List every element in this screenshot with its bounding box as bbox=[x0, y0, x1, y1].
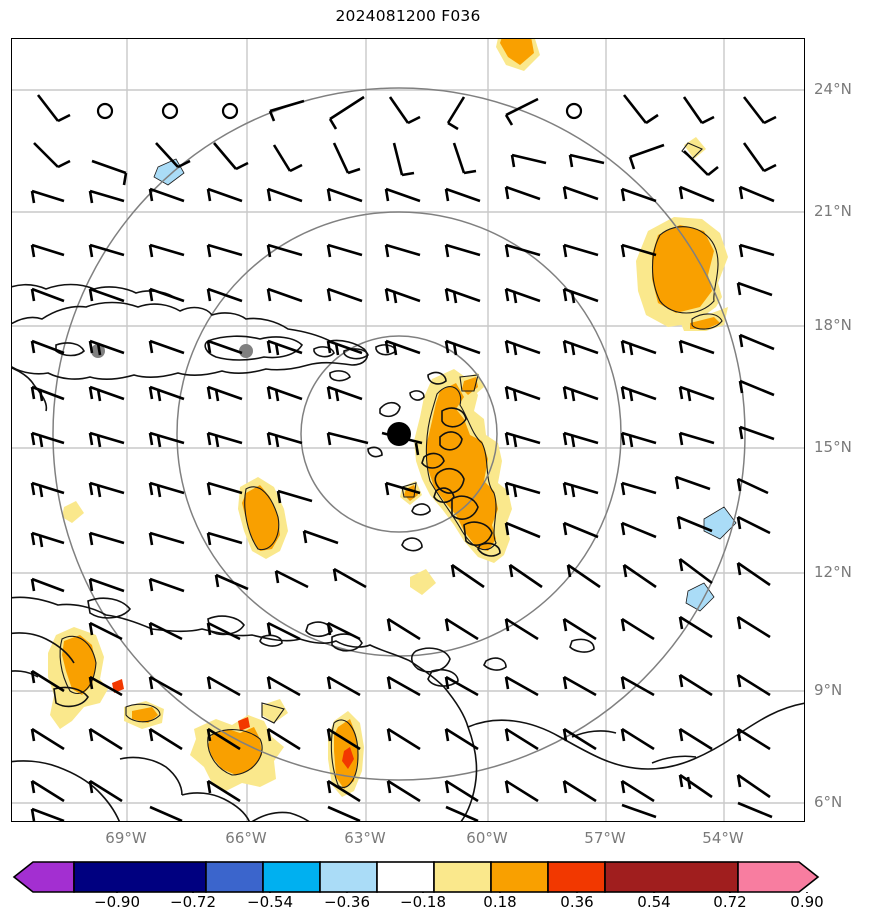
colorbar-tick-label: −0.54 bbox=[247, 893, 293, 911]
colorbar-tick-label: 0.54 bbox=[637, 893, 671, 911]
y-tick-label: 9°N bbox=[814, 681, 843, 699]
colorbar-tick-label: −0.18 bbox=[400, 893, 446, 911]
y-tick-label: 18°N bbox=[814, 316, 852, 334]
x-tick-label: 57°W bbox=[584, 829, 626, 847]
colorbar bbox=[11, 861, 862, 893]
map-plot-area[interactable] bbox=[11, 38, 805, 822]
y-tick-label: 24°N bbox=[814, 80, 852, 98]
contour-fill-red bbox=[112, 679, 354, 769]
colorbar-segment bbox=[490, 861, 549, 893]
y-tick-label: 21°N bbox=[814, 202, 852, 220]
colorbar-extend-min bbox=[12, 861, 75, 893]
colorbar-tick-label: −0.72 bbox=[170, 893, 216, 911]
colorbar-segment bbox=[433, 861, 492, 893]
colorbar-segment bbox=[262, 861, 321, 893]
colorbar-tick-label: 0.36 bbox=[560, 893, 594, 911]
colorbar-svg bbox=[12, 861, 820, 893]
colorbar-tick-label: −0.36 bbox=[324, 893, 370, 911]
contour-lines bbox=[59, 142, 723, 788]
page-title: 2024081200 F036 bbox=[335, 7, 481, 25]
colorbar-segment bbox=[547, 861, 606, 893]
colorbar-segment bbox=[73, 861, 207, 893]
y-tick-label: 15°N bbox=[814, 438, 852, 456]
map-svg bbox=[12, 39, 804, 821]
colorbar-tick-label: 0.18 bbox=[483, 893, 517, 911]
colorbar-segments bbox=[12, 861, 820, 893]
colorbar-extend-max bbox=[737, 861, 820, 893]
colorbar-tick-label: 0.90 bbox=[790, 893, 824, 911]
y-tick-label: 12°N bbox=[814, 563, 852, 581]
colorbar-segment bbox=[376, 861, 435, 893]
colorbar-ticks bbox=[116, 892, 808, 893]
colorbar-segment bbox=[205, 861, 264, 893]
colorbar-tick-label: −0.90 bbox=[94, 893, 140, 911]
contour-fill-orange bbox=[62, 39, 720, 789]
x-tick-label: 60°W bbox=[466, 829, 508, 847]
colorbar-segment bbox=[319, 861, 378, 893]
storm-center-marker bbox=[387, 422, 411, 446]
gridlines bbox=[12, 39, 804, 821]
x-tick-label: 66°W bbox=[225, 829, 267, 847]
colorbar-segment bbox=[604, 861, 739, 893]
x-tick-label: 63°W bbox=[344, 829, 386, 847]
wind-barbs bbox=[30, 94, 777, 821]
x-tick-label: 69°W bbox=[105, 829, 147, 847]
y-tick-label: 6°N bbox=[814, 793, 843, 811]
colorbar-tick-label: 0.72 bbox=[713, 893, 747, 911]
x-tick-label: 54°W bbox=[702, 829, 744, 847]
city-markers bbox=[91, 344, 253, 358]
coastlines bbox=[12, 283, 804, 821]
